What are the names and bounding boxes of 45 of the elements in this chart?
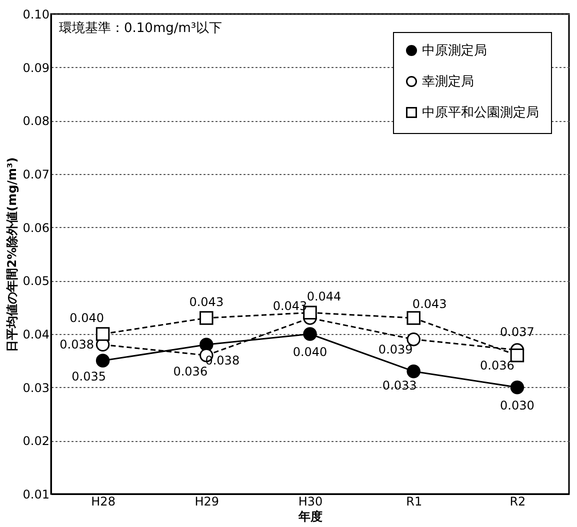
x-tick-label: H30: [298, 494, 323, 508]
data-label: 0.043: [189, 295, 224, 309]
data-label: 0.038: [60, 338, 94, 352]
point: [96, 327, 110, 341]
y-tick-label: 0.07: [22, 168, 50, 182]
data-label: 0.040: [70, 311, 104, 325]
annotation: 環境基準：0.10mg/m³以下: [59, 20, 222, 36]
point: [510, 348, 524, 362]
legend-label: 幸測定局: [422, 74, 474, 90]
x-tick-label: H28: [91, 494, 116, 508]
y-tick-label: 0.06: [22, 220, 50, 235]
x-tick-label: R1: [406, 494, 422, 508]
point: [96, 354, 110, 368]
y-tick-label: 0.05: [22, 274, 50, 288]
data-label: 0.036: [173, 364, 208, 378]
y-tick-label: 0.10: [22, 8, 50, 22]
data-label: 0.043: [412, 297, 447, 311]
point: [200, 311, 214, 325]
y-tick-label: 0.09: [22, 60, 50, 75]
data-label: 0.036: [480, 358, 514, 372]
x-axis-title: 年度: [298, 510, 322, 524]
data-label: 0.043: [272, 299, 308, 313]
legend-label: 中原平和公園測定局: [422, 106, 539, 120]
data-label: 0.035: [72, 370, 106, 384]
data-label: 0.044: [306, 290, 342, 304]
y-tick-label: 0.03: [22, 380, 50, 395]
x-tick-label: R2: [510, 494, 526, 508]
legend-label: 中原測定局: [422, 44, 487, 58]
data-label: 0.030: [500, 398, 534, 412]
point: [406, 332, 420, 346]
point: [406, 311, 420, 325]
point: [510, 380, 524, 394]
y-axis-title: 日平均値の年間2%除外値(mg/m³): [4, 157, 19, 352]
y-tick-label: 0.08: [22, 114, 50, 128]
y-tick-label: 0.01: [22, 488, 50, 502]
data-label: 0.038: [205, 354, 240, 368]
data-label: 0.033: [382, 378, 417, 392]
y-tick-label: 0.02: [22, 434, 50, 448]
data-label: 0.039: [378, 342, 413, 356]
point: [406, 364, 420, 378]
point: [303, 327, 317, 341]
data-label: 0.037: [500, 325, 534, 339]
y-tick-label: 0.04: [22, 328, 50, 342]
data-label: 0.040: [292, 345, 328, 359]
x-tick-label: H29: [194, 494, 220, 508]
